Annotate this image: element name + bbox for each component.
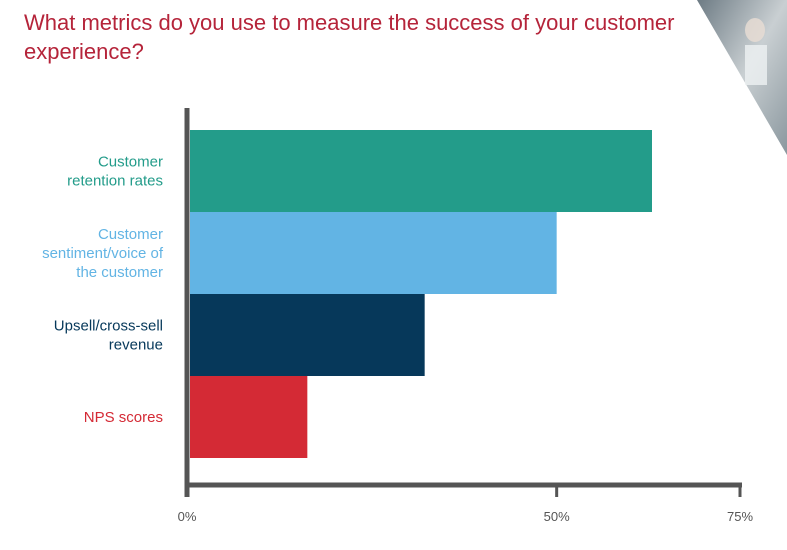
bar-4 bbox=[190, 376, 308, 458]
category-label-3: Upsell/cross-sell revenue bbox=[54, 318, 163, 354]
x-tick-label-2: 50% bbox=[544, 509, 570, 524]
axes: 0% 50% 75% bbox=[178, 108, 753, 524]
bar-1 bbox=[190, 130, 652, 212]
bar-3 bbox=[190, 294, 425, 376]
bars-layer bbox=[190, 130, 652, 458]
category-labels: Customer retention rates Customer sentiment… bbox=[42, 154, 164, 427]
x-tick-label-1: 0% bbox=[178, 509, 197, 524]
category-label-2: Customer sentiment/voice of the customer bbox=[42, 226, 164, 281]
category-label-1: Customer retention rates bbox=[67, 154, 163, 190]
category-label-4: NPS scores bbox=[84, 409, 163, 426]
corner-photo-icon bbox=[697, 0, 787, 155]
bar-2 bbox=[190, 212, 557, 294]
chart-title: What metrics do you use to measure the s… bbox=[24, 10, 675, 64]
x-tick-label-3: 75% bbox=[727, 509, 753, 524]
